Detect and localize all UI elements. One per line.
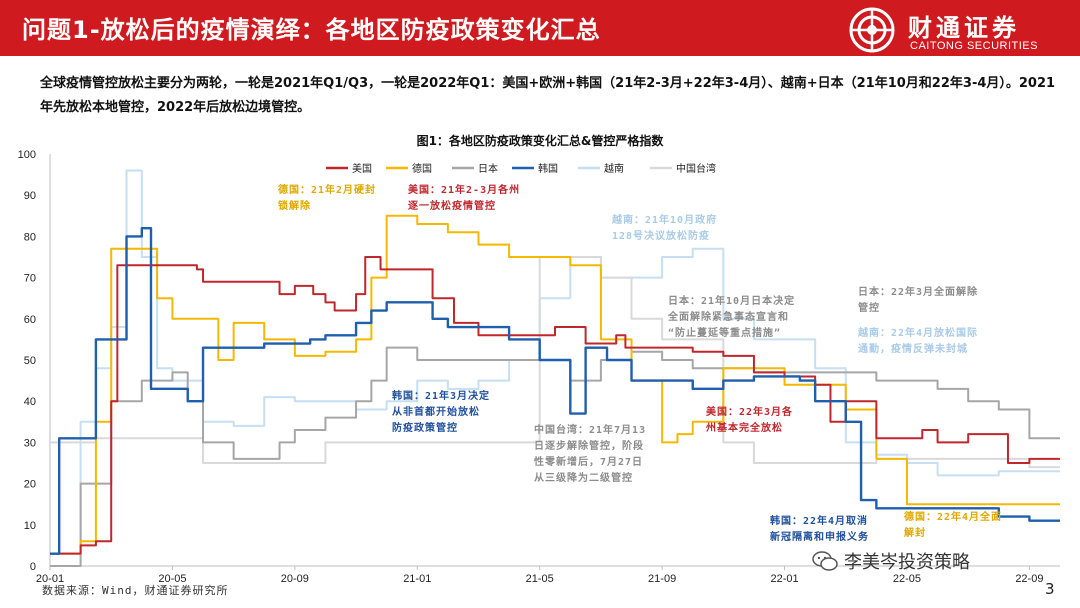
chart-annotation: 德国：21年2月硬封 锁解除 [278,183,376,215]
chart-annotation: 美国：21年2-3月各州 逐一放松疫情管控 [408,183,520,215]
annotation-line: 美国：21年2-3月各州 [408,185,521,196]
chart-annotation: 韩国：22年4月取消 新冠隔离和申报义务 [770,514,869,546]
annotation-line: 全面解除紧急事态宣言和 [668,312,789,323]
legend-label: 中国台湾 [676,162,716,175]
annotation-line: 越南：21年10月政府 [612,215,718,226]
y-tick-label: 40 [24,396,36,408]
annotation-line: 美国：22年3月各 [706,407,794,418]
y-tick-label: 70 [24,273,36,285]
annotation-line: 日逐步解除管控，阶段 [534,441,644,452]
annotation-line: 通勤，疫情反弹未封城 [858,344,968,355]
y-tick-label: 10 [24,520,36,532]
chart-annotation: 德国：22年4月全面 解封 [904,510,1002,542]
page-number: 3 [1045,580,1055,598]
annotation-line: 韩国：22年4月取消 [770,516,869,527]
x-tick-label: 21-09 [648,573,676,585]
annotation-line: “防止蔓延等重点措施” [668,328,782,339]
source-note: 数据来源：Wind，财通证券研究所 [42,584,229,597]
chart-annotation: 日本：22年3月全面解除 管控 [858,285,978,317]
annotation-line: 德国：21年2月硬封 [278,185,377,196]
brand-logo: 财通证券 CAITONG SECURITIES [846,6,1076,54]
legend-label: 韩国 [538,162,558,175]
watermark: 李美岑投资策略 [812,548,970,574]
chart-annotation: 韩国：21年3月决定 从非首都开始放松 防疫政策管控 [392,389,490,437]
brand-name: 财通证券 [908,14,1020,42]
chart-annotation: 越南：22年4月放松国际 通勤，疫情反弹未封城 [858,326,978,358]
chart-annotation: 美国：22年3月各 州基本完全放松 [706,405,793,437]
x-tick-label: 22-01 [770,573,798,585]
wechat-icon [812,551,838,571]
x-tick-label: 20-05 [158,573,186,585]
annotation-line: 日本：22年3月全面解除 [858,287,979,298]
y-tick-label: 80 [24,231,36,243]
annotation-line: 防疫政策管控 [392,423,458,434]
x-tick-label: 21-01 [403,573,431,585]
annotation-line: 日本：21年10月日本决定 [668,296,796,307]
annotation-line: 逐一放松疫情管控 [408,201,496,212]
annotation-line: 韩国：21年3月决定 [392,391,491,402]
chart-annotation: 越南：21年10月政府 128号决议放松防疫 [612,213,717,245]
annotation-line: 解封 [904,528,926,539]
annotation-line: 锁解除 [278,201,311,212]
annotation-line: 从三级降为二级管控 [534,473,633,484]
watermark-text: 李美岑投资策略 [844,552,970,573]
chart-title: 图1：各地区防疫政策变化汇总&管控严格指数 [416,134,664,148]
y-tick-label: 20 [24,479,36,491]
brand-name-en: CAITONG SECURITIES [910,40,1038,52]
y-tick-label: 30 [24,437,36,449]
x-tick-label: 20-09 [281,573,309,585]
summary-text: 全球疫情管控放松主要分为两轮，一轮是2021年Q1/Q3，一轮是2022年Q1：… [40,76,1056,115]
annotation-line: 州基本完全放松 [706,423,783,434]
y-tick-label: 0 [30,561,36,573]
series-line-1 [50,214,1060,555]
annotation-line: 中国台湾：21年7月13 [534,425,647,436]
annotation-line: 越南：22年4月放松国际 [858,328,979,339]
logo-emblem-icon [849,7,895,53]
annotation-line: 管控 [858,303,880,314]
y-tick-label: 100 [18,149,36,161]
x-tick-label: 20-01 [36,573,64,585]
annotation-line: 德国：22年4月全面 [904,512,1003,523]
legend-label: 越南 [604,162,624,175]
page-title: 问题1-放松后的疫情演绎：各地区防疫政策变化汇总 [22,16,601,44]
legend-label: 美国 [352,162,372,175]
annotation-line: 128号决议放松防疫 [612,231,711,242]
chart-annotation: 日本：21年10月日本决定 全面解除紧急事态宣言和 “防止蔓延等重点措施” [668,294,795,342]
x-tick-label: 22-09 [1015,573,1043,585]
chart-annotation: 中国台湾：21年7月13 日逐步解除管控，阶段 性零新增后，7月27日 从三级降为二级… [534,423,646,487]
annotation-line: 性零新增后，7月27日 [534,457,644,468]
series-line-4 [50,169,1060,555]
x-tick-label: 21-05 [526,573,554,585]
legend-label: 德国 [412,162,432,175]
line-chart: 0 10 20 30 40 50 60 70 80 90 100 20-01 20-05 20-09 21-… [18,149,1060,585]
x-tick-label: 22-05 [893,573,921,585]
header-bar: 问题1-放松后的疫情演绎：各地区防疫政策变化汇总 财通证券 CAITONG SE… [0,0,1080,56]
y-tick-label: 90 [24,190,36,202]
series-line-3 [50,226,1060,555]
legend-label: 日本 [478,162,498,175]
y-tick-label: 60 [24,314,36,326]
annotation-line: 新冠隔离和申报义务 [770,532,869,543]
annotation-line: 从非首都开始放松 [392,407,480,418]
y-tick-label: 50 [24,355,36,367]
